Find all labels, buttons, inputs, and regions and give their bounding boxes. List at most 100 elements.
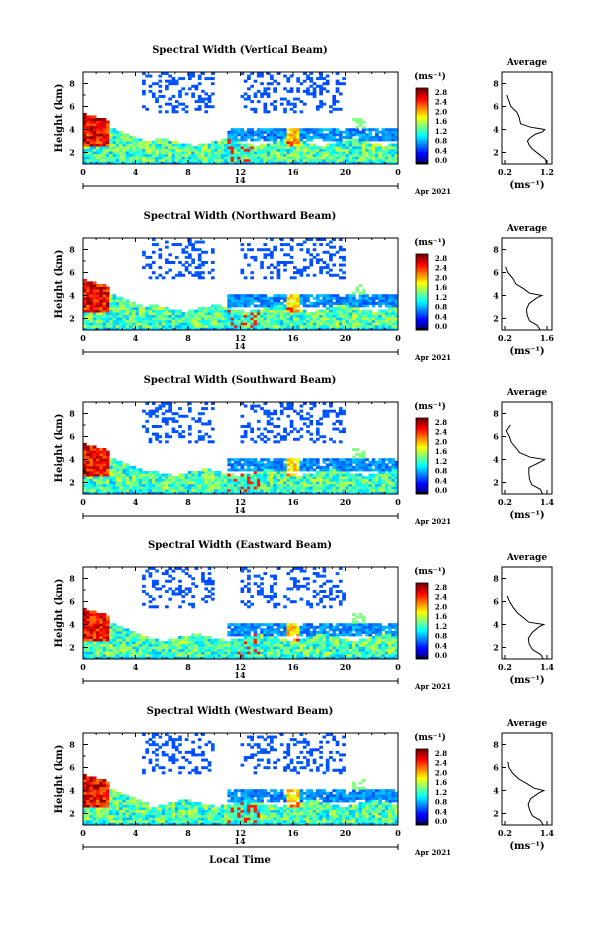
heatmap-cell — [322, 138, 327, 142]
heatmap-cell — [345, 161, 350, 165]
heatmap-cell — [384, 161, 389, 165]
heatmap-cell — [86, 135, 90, 139]
heatmap-cell — [371, 476, 376, 480]
heatmap-cell — [391, 312, 396, 316]
heatmap-cell — [378, 161, 382, 165]
heatmap-cell — [119, 314, 123, 318]
heatmap-cell — [109, 630, 113, 634]
heatmap-cell — [378, 319, 382, 323]
heatmap-cell — [89, 301, 94, 305]
heatmap-cell — [99, 161, 104, 165]
heatmap-cell — [188, 309, 192, 313]
heatmap-cell — [355, 153, 360, 157]
heatmap-cell — [315, 128, 320, 132]
heatmap-cell — [171, 95, 176, 98]
heatmap-cell — [96, 653, 100, 657]
heatmap-cell — [286, 491, 291, 495]
heatmap-cell — [352, 324, 356, 328]
heatmap-cell — [112, 473, 117, 477]
heatmap-cell — [276, 463, 281, 467]
heatmap-cell — [99, 620, 104, 624]
heatmap-cell — [230, 312, 235, 316]
heatmap-cell — [83, 158, 87, 162]
heatmap-cell — [99, 651, 104, 655]
heatmap-cell — [289, 468, 294, 472]
heatmap-cell — [289, 322, 294, 326]
heatmap-cell — [224, 491, 228, 495]
heatmap-cell — [105, 133, 110, 137]
heatmap-cell — [247, 95, 251, 98]
heatmap-cell — [345, 309, 350, 313]
heatmap-cell — [197, 143, 202, 147]
heatmap-cell — [227, 294, 232, 298]
heatmap-cell — [83, 307, 87, 310]
heatmap-cell — [299, 128, 304, 132]
heatmap-cell — [394, 473, 399, 477]
heatmap-cell — [260, 324, 264, 328]
heatmap-cell — [273, 425, 277, 428]
heatmap-cell — [266, 458, 271, 462]
heatmap-cell — [89, 491, 94, 495]
colorbar-swatch — [416, 425, 428, 429]
heatmap-cell — [289, 312, 294, 316]
heatmap-cell — [122, 156, 127, 160]
heatmap-cell — [99, 286, 104, 290]
heatmap-cell — [142, 143, 146, 147]
heatmap-cell — [289, 304, 294, 308]
heatmap-cell — [105, 476, 110, 480]
colorbar-swatch — [416, 286, 428, 290]
heatmap-cell — [375, 319, 379, 323]
heatmap-cell — [240, 135, 245, 139]
heatmap-cell — [227, 491, 232, 495]
heatmap-cell — [158, 151, 163, 155]
heatmap-cell — [289, 261, 294, 264]
heatmap-cell — [315, 473, 320, 477]
heatmap-cell — [375, 133, 379, 137]
colorbar-tick-label: 0.0 — [435, 156, 447, 165]
heatmap-cell — [135, 146, 140, 150]
heatmap-cell — [322, 82, 327, 86]
heatmap-cell — [99, 463, 104, 467]
heatmap-cell — [151, 143, 156, 147]
heatmap-cell — [112, 324, 117, 328]
heatmap-cell — [332, 151, 337, 155]
heatmap-cell — [394, 465, 399, 469]
heatmap-cell — [312, 312, 317, 316]
heatmap-cell — [168, 476, 172, 480]
heatmap-cell — [125, 312, 130, 316]
heatmap-cell — [132, 324, 136, 328]
heatmap-cell — [391, 135, 396, 139]
heatmap-cell — [83, 491, 87, 495]
heatmap-cell — [319, 319, 323, 323]
heatmap-cell — [299, 82, 304, 86]
colorbar-swatch — [416, 100, 428, 104]
heatmap-cell — [201, 263, 205, 267]
heatmap-cell — [338, 238, 343, 241]
heatmap-cell — [273, 161, 277, 165]
heatmap-cell — [138, 146, 143, 150]
heatmap-cell — [319, 422, 323, 426]
heatmap-cell — [99, 289, 104, 293]
heatmap-cell — [119, 468, 123, 472]
x-tick-label: 12 — [235, 333, 246, 343]
heatmap-cell — [125, 146, 130, 150]
heatmap-cell — [348, 138, 353, 142]
heatmap-cell — [233, 153, 238, 157]
heatmap-cell — [332, 253, 337, 257]
heatmap-cell — [325, 74, 330, 78]
heatmap-cell — [279, 301, 284, 305]
heatmap-cell — [352, 153, 356, 157]
heatmap-cell — [89, 161, 94, 165]
heatmap-cell — [217, 488, 222, 492]
heatmap-cell — [92, 312, 97, 316]
heatmap-cell — [148, 648, 153, 652]
heatmap-cell — [165, 110, 169, 114]
heatmap-cell — [263, 435, 268, 439]
heatmap-cell — [348, 296, 353, 300]
heatmap-cell — [112, 153, 117, 157]
heatmap-cell — [276, 478, 281, 482]
heatmap-cell — [247, 133, 251, 137]
heatmap-cell — [181, 148, 186, 152]
heatmap-cell — [270, 486, 274, 490]
heatmap-cell — [96, 483, 100, 487]
